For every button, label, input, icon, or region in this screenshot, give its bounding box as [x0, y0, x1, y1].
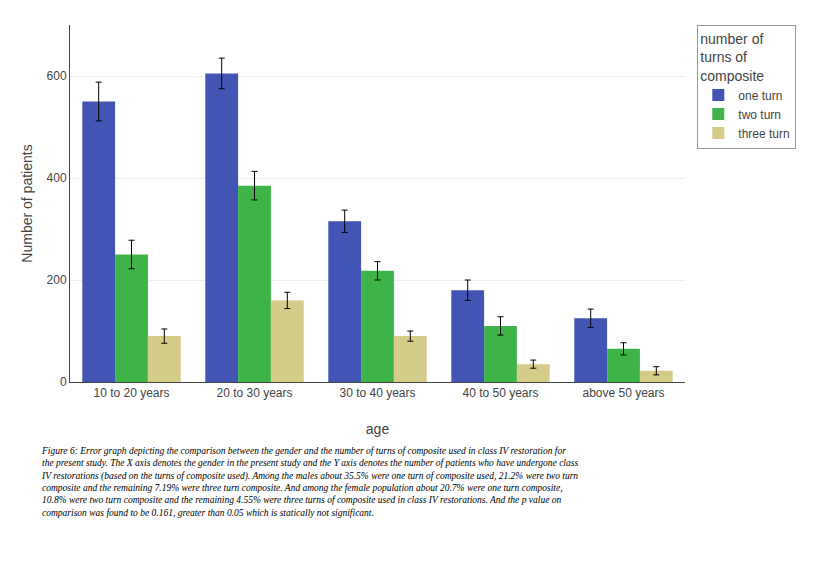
svg-text:400: 400: [47, 171, 67, 185]
svg-text:10 to 20 years: 10 to 20 years: [93, 386, 169, 400]
svg-text:Number of patients: Number of patients: [19, 144, 35, 262]
svg-text:one turn: one turn: [738, 89, 782, 103]
svg-text:600: 600: [47, 69, 67, 83]
svg-text:0: 0: [60, 375, 67, 389]
svg-text:above 50 years: above 50 years: [582, 386, 664, 400]
svg-text:30 to 40 years: 30 to 40 years: [339, 386, 415, 400]
svg-text:Figure 6: Error graph depictin: Figure 6: Error graph depicting the comp…: [41, 446, 578, 518]
svg-text:40 to 50 years: 40 to 50 years: [462, 386, 538, 400]
svg-text:number ofturns ofcomposite: number ofturns ofcomposite: [700, 31, 764, 83]
svg-text:three turn: three turn: [738, 127, 789, 141]
svg-text:200: 200: [47, 273, 67, 287]
svg-text:two turn: two turn: [738, 108, 781, 122]
svg-text:20 to 30 years: 20 to 30 years: [216, 386, 292, 400]
svg-text:age: age: [366, 421, 390, 437]
